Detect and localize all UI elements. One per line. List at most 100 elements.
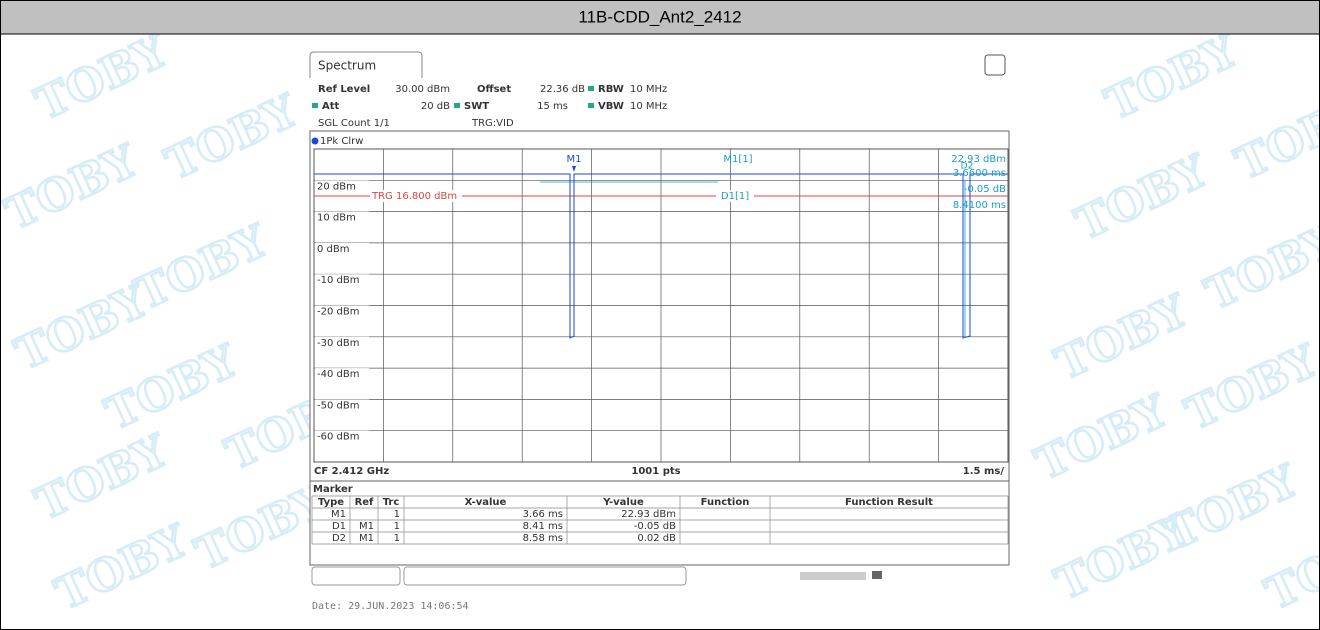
info-label: VBW — [598, 101, 624, 112]
header-bar — [1, 1, 1319, 34]
table-cell: 1 — [394, 521, 400, 532]
y-label: 20 dBm — [317, 181, 356, 192]
marker-ref: M1[1] — [723, 154, 752, 165]
watermark: TOBY — [1178, 335, 1320, 440]
info-value: 15 ms — [537, 101, 568, 112]
watermark: TOBY — [1048, 285, 1196, 390]
status-box — [311, 566, 401, 586]
y-label: 0 dBm — [317, 244, 350, 255]
table-cell: D2 — [332, 533, 346, 544]
table-header: Type — [318, 497, 344, 508]
readout: 8.4100 ms — [953, 200, 1006, 211]
display — [309, 130, 1010, 482]
label-bg — [716, 190, 754, 202]
points: 1001 pts — [631, 466, 680, 477]
info-label: Offset — [477, 84, 511, 95]
readout: 3.6600 ms — [953, 168, 1006, 179]
status-box — [403, 566, 687, 586]
info-value: 10 MHz — [630, 84, 667, 95]
trigger-label: TRG 16.800 dBm — [371, 191, 457, 202]
table-header: Y-value — [602, 497, 644, 508]
marker-ref: D1[1] — [721, 191, 749, 202]
table-cell: 1 — [394, 533, 400, 544]
label-bg — [315, 180, 369, 193]
label-bg — [315, 274, 369, 287]
y-label: -60 dBm — [317, 432, 359, 443]
watermark: TOBY — [1068, 145, 1216, 250]
watermark: TOBY — [1258, 515, 1320, 620]
watermark: TOBY — [28, 425, 176, 530]
watermark: TOBY — [0, 135, 146, 240]
sgl-count: SGL Count 1/1 — [318, 118, 390, 129]
bullet — [588, 103, 594, 108]
info-value: 10 MHz — [630, 101, 667, 112]
center-freq: CF 2.412 GHz — [314, 466, 389, 477]
y-label: -50 dBm — [317, 400, 359, 411]
label-bg — [315, 305, 369, 318]
table-cell: 0.02 dB — [637, 533, 676, 544]
table-cell: M1 — [359, 533, 374, 544]
table-header: Function — [701, 497, 750, 508]
trigger-mode: TRG:VID — [471, 118, 514, 129]
table-cell: 22.93 dBm — [621, 509, 676, 520]
watermark: TOBY — [1228, 85, 1320, 190]
marker-table — [309, 480, 1010, 566]
info-label: RBW — [598, 84, 624, 95]
info-label: Ref Level — [318, 84, 370, 95]
status-bar — [800, 572, 866, 580]
watermark: TOBY — [48, 515, 196, 620]
label-bg — [315, 399, 369, 412]
bullet — [454, 103, 460, 108]
watermark: TOBY — [158, 85, 306, 190]
y-label: -30 dBm — [317, 338, 359, 349]
watermark: TOBY — [1098, 25, 1246, 130]
label-bg — [315, 242, 369, 255]
watermark: TOBY — [1028, 385, 1176, 490]
table-cell: 3.66 ms — [523, 509, 563, 520]
tab — [309, 51, 423, 78]
trace — [314, 173, 1008, 339]
table-title: Marker — [313, 484, 353, 495]
table-cell: M1 — [331, 509, 346, 520]
info-label: Att — [322, 101, 340, 112]
readout: 22.93 dBm — [951, 154, 1006, 165]
y-label: -10 dBm — [317, 275, 359, 286]
watermark: TOBY — [8, 275, 156, 380]
trace-dot — [311, 137, 319, 145]
bullet — [312, 103, 318, 108]
header-title: 11B-CDD_Ant2_2412 — [578, 7, 741, 26]
marker-m1 — [572, 166, 576, 172]
info-value: 30.00 dBm — [395, 84, 450, 95]
span: 1.5 ms/ — [963, 466, 1005, 477]
table: Type Ref Trc X-value Y-value Function Function… — [311, 495, 1009, 545]
info-label: SWT — [464, 101, 489, 112]
status-icon — [872, 571, 882, 579]
label-bg — [370, 190, 462, 202]
label-bg — [315, 430, 369, 443]
table-cell: 1 — [394, 509, 400, 520]
trace-label: 1Pk Clrw — [320, 136, 363, 147]
date: Date: 29.JUN.2023 14:06:54 — [312, 601, 469, 612]
info-value: 22.36 dB — [540, 84, 585, 95]
table-header: Trc — [383, 497, 400, 508]
table-cell: 8.58 ms — [523, 533, 563, 544]
watermark: TOBY — [28, 25, 176, 130]
label-bg — [315, 368, 369, 381]
table-header: Ref — [355, 497, 374, 508]
table-cell: M1 — [359, 521, 374, 532]
watermark: TOBY — [98, 335, 246, 440]
icon — [984, 54, 1006, 76]
readout: -0.05 dB — [964, 184, 1006, 195]
watermark: TOBY — [1198, 215, 1320, 320]
table-header: X-value — [465, 497, 507, 508]
marker-label: M1 — [567, 154, 582, 165]
label-bg — [315, 336, 369, 349]
table-cell: 8.41 ms — [523, 521, 563, 532]
label-bg — [315, 211, 369, 224]
info-value: 20 dB — [421, 101, 450, 112]
table-header: Function Result — [845, 497, 933, 508]
watermark: TOBY — [128, 215, 276, 320]
y-label: 10 dBm — [317, 213, 356, 224]
